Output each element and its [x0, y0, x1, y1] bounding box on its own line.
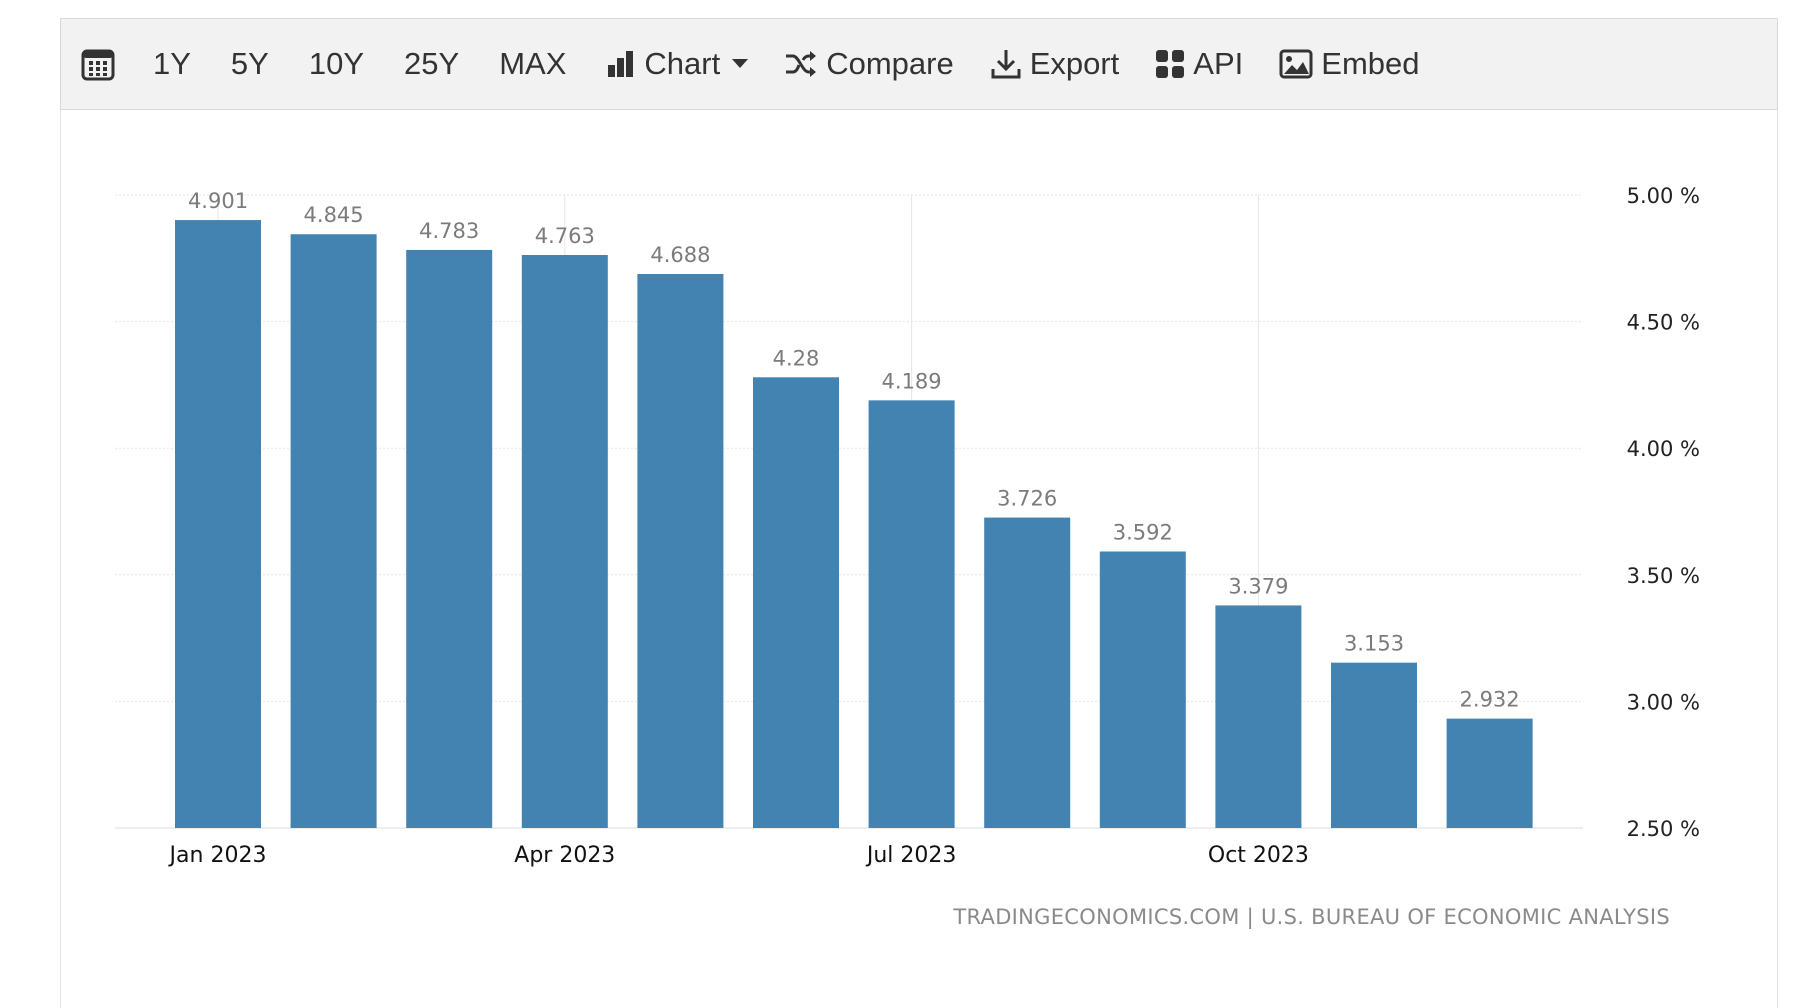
bar-value-label: 4.189	[882, 369, 942, 393]
bar-value-label: 4.901	[188, 189, 248, 213]
y-tick-label: 3.50 %	[1627, 564, 1700, 588]
x-tick-label: Jul 2023	[865, 843, 957, 868]
range-5y-button[interactable]: 5Y	[230, 46, 269, 81]
bar[interactable]	[521, 255, 608, 828]
bar-value-label: 3.726	[997, 487, 1057, 511]
calendar-icon	[81, 47, 115, 81]
y-tick-label: 5.00 %	[1627, 184, 1700, 208]
chart-type-label: Chart	[644, 46, 721, 81]
bar-chart-icon	[606, 49, 636, 79]
bar[interactable]	[290, 234, 377, 829]
api-button[interactable]: API	[1155, 46, 1243, 82]
calendar-button[interactable]	[81, 47, 115, 81]
bar-value-label: 4.763	[535, 224, 595, 248]
y-tick-label: 2.50 %	[1627, 817, 1700, 841]
grid-icon	[1155, 49, 1185, 79]
api-label: API	[1193, 46, 1244, 81]
bar-value-label: 4.783	[419, 219, 479, 243]
caret-down-icon	[732, 59, 749, 69]
bar-value-label: 4.688	[650, 243, 710, 267]
x-tick-label: Apr 2023	[514, 843, 615, 868]
range-10y-button[interactable]: 10Y	[308, 46, 365, 81]
bar[interactable]	[1446, 718, 1533, 828]
bar[interactable]	[637, 273, 724, 828]
embed-label: Embed	[1321, 46, 1420, 81]
download-icon	[990, 48, 1022, 80]
bar[interactable]	[984, 517, 1071, 828]
bar[interactable]	[175, 220, 261, 829]
bar[interactable]	[1099, 551, 1186, 828]
export-label: Export	[1029, 46, 1120, 81]
bar[interactable]	[753, 377, 839, 828]
toolbar: 1Y 5Y 10Y 25Y MAX Chart Compare	[60, 18, 1778, 110]
embed-button[interactable]: Embed	[1279, 46, 1420, 82]
bar[interactable]	[406, 249, 493, 828]
y-axis: 2.50 % 3.00 % 3.50 % 4.00 % 4.50 % 5.00 %	[1627, 184, 1700, 841]
bar-value-label: 3.592	[1113, 521, 1173, 545]
y-tick-label: 4.00 %	[1627, 437, 1700, 461]
x-axis: Jan 2023 Apr 2023 Jul 2023 Oct 2023	[168, 843, 1309, 868]
bar-value-label: 3.153	[1344, 632, 1404, 656]
y-tick-label: 4.50 %	[1627, 311, 1700, 335]
range-1y-button[interactable]: 1Y	[153, 46, 191, 81]
bar-value-label: 4.28	[773, 346, 820, 370]
image-icon	[1279, 49, 1313, 79]
bar-value-label: 2.932	[1460, 688, 1520, 712]
chart-type-dropdown[interactable]: Chart	[606, 46, 749, 82]
bar[interactable]	[1331, 662, 1417, 828]
source-credit[interactable]: TRADINGECONOMICS.COM | U.S. BUREAU OF EC…	[953, 905, 1670, 929]
y-tick-label: 3.00 %	[1627, 690, 1700, 714]
export-button[interactable]: Export	[990, 46, 1120, 82]
bar-chart: 4.901 4.845 4.783 4.763 4.688 4.28 4.189 3.726 3…	[115, 184, 1700, 868]
range-max-button[interactable]: MAX	[499, 46, 567, 81]
compare-button[interactable]: Compare	[784, 46, 954, 82]
bars	[175, 220, 1533, 829]
shuffle-icon	[784, 49, 818, 79]
value-labels: 4.901 4.845 4.783 4.763 4.688 4.28 4.189 3.726 3…	[188, 189, 1520, 712]
x-tick-label: Oct 2023	[1208, 843, 1309, 868]
bar-value-label: 4.845	[304, 203, 364, 227]
chart-frame	[60, 18, 1778, 1008]
bar-value-label: 3.379	[1228, 574, 1288, 598]
x-tick-label: Jan 2023	[168, 843, 267, 868]
bar[interactable]	[1215, 605, 1302, 828]
range-25y-button[interactable]: 25Y	[404, 46, 460, 81]
bar[interactable]	[868, 400, 955, 828]
compare-label: Compare	[826, 46, 954, 81]
